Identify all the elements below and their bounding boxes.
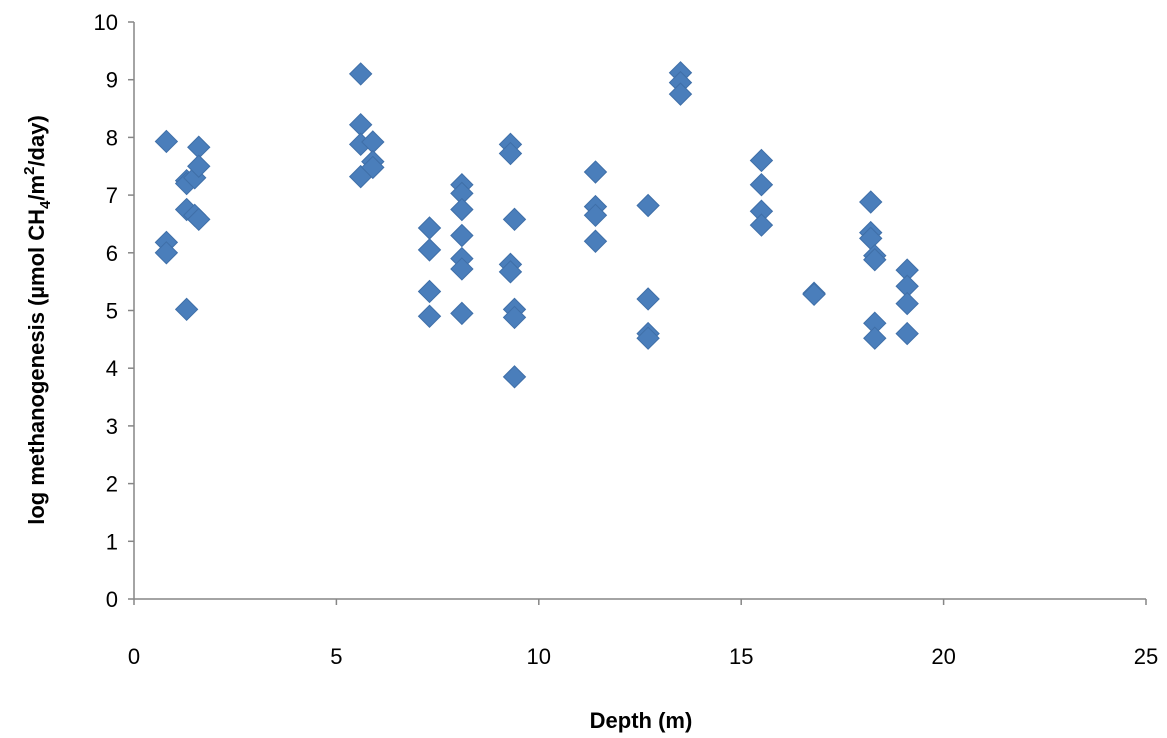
data-point-marker — [348, 62, 373, 86]
y-tick-label: 3 — [106, 414, 118, 439]
data-point-marker — [863, 248, 887, 272]
y-axis-ticks — [128, 21, 134, 600]
data-point-marker — [450, 223, 474, 248]
y-tick-label: 2 — [106, 472, 118, 497]
data-point-marker — [154, 129, 179, 154]
data-point-marker — [583, 203, 608, 228]
data-point-marker — [348, 112, 373, 137]
data-point-marker — [863, 326, 887, 350]
data-point-marker — [502, 305, 527, 330]
y-tick-label: 10 — [94, 10, 118, 35]
data-point-marker — [450, 301, 474, 326]
data-point-marker — [417, 279, 442, 304]
y-tick-label: 7 — [106, 183, 118, 208]
data-point-marker — [749, 148, 774, 173]
data-point-marker — [417, 304, 442, 328]
data-point-marker — [802, 282, 826, 307]
y-tick-label: 9 — [106, 68, 118, 93]
y-tick-label: 6 — [106, 241, 118, 266]
data-point-marker — [450, 197, 474, 222]
y-axis-tick-labels: 0 1 2 3 4 5 6 7 8 9 10 — [94, 10, 118, 612]
data-point-marker — [174, 297, 199, 322]
y-tick-label: 0 — [106, 587, 118, 612]
x-axis-tick-labels: 0 5 10 15 20 25 — [128, 644, 1158, 669]
y-axis-title-subscript: 4 — [37, 200, 54, 209]
y-axis-title-main: log methanogenesis (µmol CH — [24, 209, 49, 525]
data-point-marker — [187, 154, 211, 178]
data-point-marker — [583, 160, 608, 184]
data-point-marker — [498, 260, 523, 284]
data-point-marker — [450, 257, 474, 281]
data-point-marker — [502, 207, 527, 232]
data-point-marker — [187, 207, 211, 232]
data-point-marker — [636, 326, 660, 350]
y-axis-title-superscript: 2 — [21, 167, 38, 175]
y-axis-title-end: /day) — [24, 115, 49, 166]
x-axis-ticks — [133, 599, 1147, 605]
data-point-marker — [417, 216, 442, 240]
data-point-marker — [859, 190, 883, 214]
y-axis-title: log methanogenesis (µmol CH4/m2/day) — [21, 115, 54, 525]
data-point-marker — [154, 241, 179, 265]
y-tick-label: 4 — [106, 356, 118, 381]
data-point-marker — [895, 291, 919, 316]
data-point-marker — [417, 238, 442, 262]
x-tick-label: 25 — [1134, 644, 1158, 669]
x-tick-label: 0 — [128, 644, 140, 669]
data-point-marker — [636, 193, 660, 218]
x-tick-label: 20 — [931, 644, 955, 669]
data-point-marker — [498, 141, 523, 166]
data-point-marker — [668, 82, 693, 106]
data-points — [154, 61, 919, 389]
data-point-marker — [749, 213, 774, 237]
data-point-marker — [895, 321, 919, 346]
x-tick-label: 15 — [729, 644, 753, 669]
data-point-marker — [636, 287, 660, 311]
y-axis-title-mid: /m — [24, 175, 49, 201]
data-point-marker — [502, 365, 527, 389]
data-point-marker — [749, 173, 774, 197]
x-tick-label: 5 — [330, 644, 342, 669]
y-tick-label: 1 — [106, 529, 118, 554]
x-tick-label: 10 — [527, 644, 551, 669]
data-point-marker — [361, 155, 385, 180]
data-point-marker — [583, 229, 608, 253]
y-tick-label: 5 — [106, 299, 118, 324]
x-axis-title: Depth (m) — [590, 708, 693, 733]
y-tick-label: 8 — [106, 125, 118, 150]
